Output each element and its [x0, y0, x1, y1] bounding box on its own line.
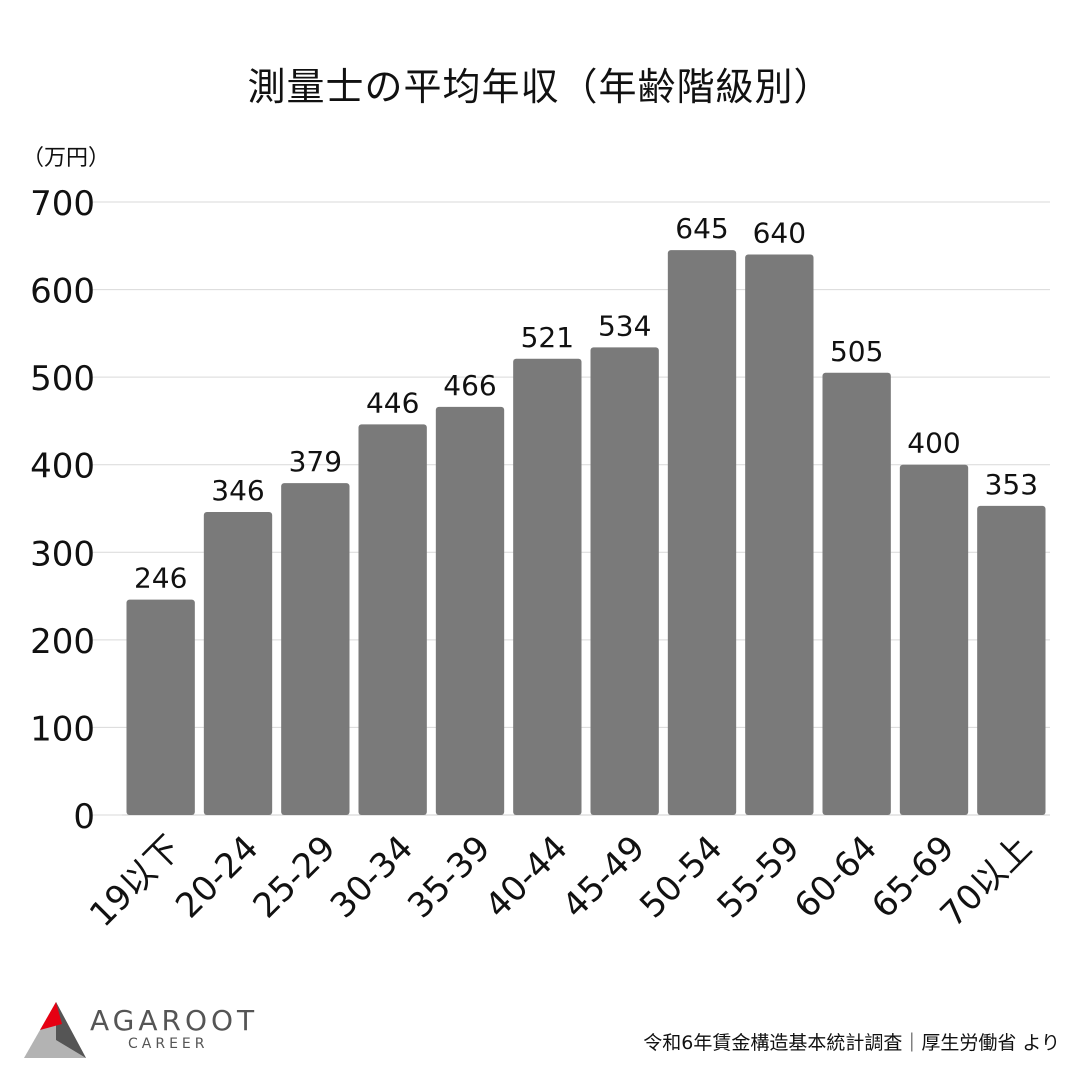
x-tick-label: 30-34 — [323, 828, 421, 926]
y-tick-label: 700 — [30, 184, 95, 224]
data-label: 446 — [366, 386, 419, 419]
x-tick-label: 45-49 — [555, 828, 653, 926]
data-label: 505 — [830, 335, 883, 368]
bar — [281, 483, 350, 815]
y-tick-label: 600 — [30, 272, 95, 312]
bar — [435, 406, 505, 815]
source-note: 令和6年賃金構造基本統計調査｜厚生労働省 より — [643, 1032, 1060, 1054]
bar — [590, 347, 659, 815]
data-label: 521 — [521, 321, 574, 354]
bar — [667, 250, 737, 815]
bar — [977, 505, 1046, 815]
x-tick-label: 20-24 — [168, 828, 266, 926]
data-label: 400 — [907, 427, 960, 460]
x-tick-label: 50-54 — [632, 828, 730, 926]
chart-title: 測量士の平均年収（年齢階級別） — [247, 65, 833, 109]
data-label: 534 — [598, 309, 651, 342]
y-tick-label: 100 — [30, 709, 95, 749]
bar — [203, 512, 273, 815]
y-tick-label: 200 — [30, 622, 95, 662]
brand-logo: AGAROOT CAREER — [20, 1000, 260, 1064]
x-tick-label: 60-64 — [787, 828, 885, 926]
data-label: 246 — [134, 562, 187, 595]
y-tick-label: 0 — [73, 797, 95, 837]
x-tick-label: 35-39 — [400, 828, 498, 926]
x-tick-label: 25-29 — [246, 828, 344, 926]
brand-sub: CAREER — [128, 1036, 209, 1052]
bar — [822, 372, 891, 815]
y-tick-label: 500 — [30, 359, 95, 399]
bar — [513, 358, 582, 815]
brand-name: AGAROOT — [90, 1004, 259, 1037]
bar — [126, 599, 195, 815]
data-labels: 246 346 379 446 466 521 534 645 640 505 400 353 — [134, 212, 1038, 594]
x-tick-label: 40-44 — [478, 828, 576, 926]
x-tick-label: 19以下 — [82, 828, 189, 935]
brand-logo-icon — [24, 1002, 86, 1058]
y-tick-labels: 0 100 200 300 400 500 600 700 — [30, 184, 95, 837]
data-label: 466 — [443, 369, 496, 402]
x-tick-label: 55-59 — [710, 828, 808, 926]
data-label: 379 — [289, 445, 342, 478]
data-label: 645 — [675, 212, 728, 245]
x-tick-labels: 19以下20-2425-2930-3435-3940-4445-4950-545… — [82, 828, 1040, 935]
bar — [358, 424, 427, 815]
data-label: 353 — [985, 468, 1038, 501]
bars — [126, 250, 1046, 816]
data-label: 640 — [753, 217, 806, 250]
bar — [745, 254, 814, 816]
y-axis-unit-label: （万円） — [22, 146, 111, 171]
bar — [899, 464, 969, 815]
data-label: 346 — [211, 474, 264, 507]
y-tick-label: 400 — [30, 447, 95, 487]
y-tick-label: 300 — [30, 534, 95, 574]
